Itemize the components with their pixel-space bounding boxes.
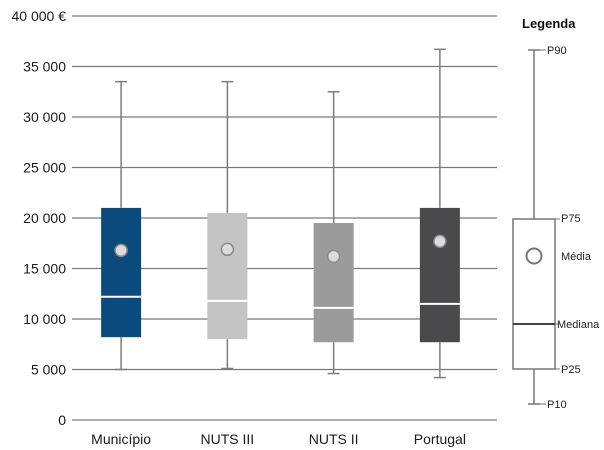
iqr-box bbox=[313, 223, 354, 343]
legend-label-p90: P90 bbox=[547, 45, 567, 57]
box-município bbox=[101, 80, 142, 371]
y-tick-label: 15 000 bbox=[23, 261, 66, 277]
y-tick-label: 40 000 € bbox=[12, 8, 67, 24]
legend-label-p10: P10 bbox=[547, 399, 567, 411]
y-tick-label: 0 bbox=[58, 412, 66, 428]
y-tick-label: 20 000 bbox=[23, 210, 66, 226]
iqr-box bbox=[101, 207, 142, 338]
legend-box bbox=[512, 218, 556, 370]
legend: Legenda P90 P75 Média Mediana P25 P10 bbox=[512, 16, 600, 411]
iqr-box bbox=[419, 207, 460, 343]
mean-marker bbox=[433, 234, 447, 248]
x-axis-category-labels: Município NUTS III NUTS II Portugal bbox=[91, 431, 466, 447]
mean-marker bbox=[326, 249, 341, 264]
gridlines bbox=[72, 15, 497, 421]
y-axis-tick-labels: 0 5 000 10 000 15 000 20 000 25 000 30 000 35 0… bbox=[12, 8, 67, 428]
y-tick-label: 35 000 bbox=[23, 59, 66, 75]
x-category-label: NUTS II bbox=[309, 431, 359, 447]
mean-marker bbox=[220, 242, 235, 257]
y-tick-label: 30 000 bbox=[23, 109, 66, 125]
y-tick-label: 10 000 bbox=[23, 311, 66, 327]
mean-marker bbox=[114, 243, 128, 258]
boxes bbox=[101, 48, 460, 379]
legend-label-mean: Média bbox=[561, 251, 592, 263]
x-category-label: Município bbox=[91, 431, 151, 447]
legend-title: Legenda bbox=[522, 16, 576, 31]
iqr-box bbox=[207, 212, 248, 340]
box-portugal bbox=[419, 48, 460, 379]
x-category-label: Portugal bbox=[414, 431, 466, 447]
legend-label-median: Mediana bbox=[557, 319, 600, 331]
box-nuts-iii bbox=[207, 80, 248, 370]
y-tick-label: 25 000 bbox=[23, 160, 66, 176]
y-tick-label: 5 000 bbox=[31, 362, 66, 378]
legend-label-p75: P75 bbox=[561, 213, 581, 225]
box-nuts-ii bbox=[313, 91, 354, 375]
x-category-label: NUTS III bbox=[201, 431, 255, 447]
legend-label-p25: P25 bbox=[561, 364, 581, 376]
legend-mean-marker bbox=[525, 247, 543, 265]
